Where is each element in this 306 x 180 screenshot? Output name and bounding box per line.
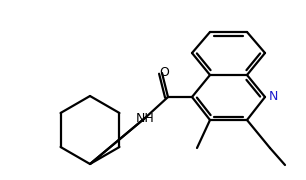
Text: NH: NH <box>136 111 154 125</box>
Text: O: O <box>159 66 169 80</box>
Text: N: N <box>268 91 278 104</box>
